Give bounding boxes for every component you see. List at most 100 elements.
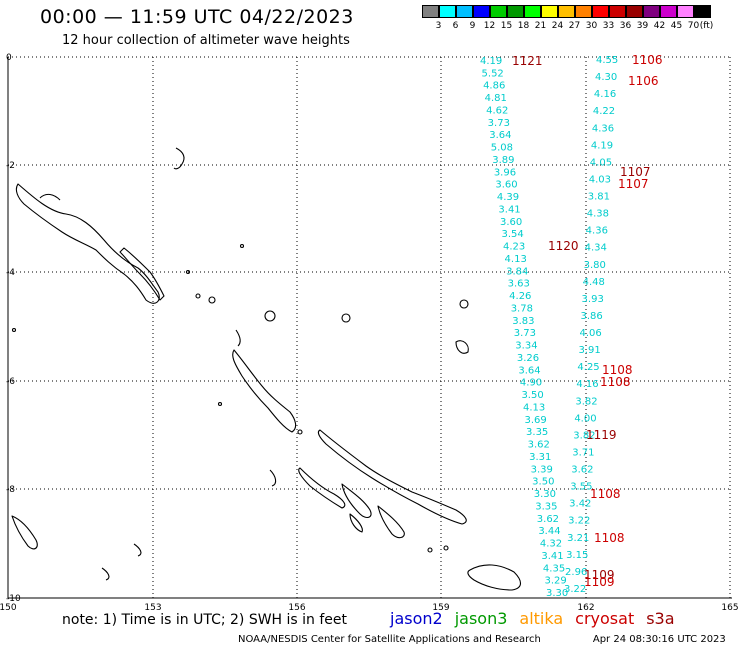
legend-label: 6 <box>452 21 459 31</box>
footer-agency: NOAA/NESDIS Center for Satellite Applica… <box>238 634 541 645</box>
wave-height-value: 4.86 <box>483 81 505 92</box>
wave-height-value: 4.62 <box>486 105 508 116</box>
wave-height-value: 3.55 <box>570 482 592 493</box>
wave-height-value: 3.64 <box>489 130 511 141</box>
wave-height-value: 3.73 <box>488 118 510 129</box>
wave-height-value: 3.50 <box>532 477 554 488</box>
x-tick-labels: 150 153 156 159 162 165 <box>0 603 739 613</box>
wave-height-value: 4.23 <box>503 242 525 253</box>
wave-height-value: 4.05 <box>590 157 612 168</box>
legend-label: 3 <box>435 21 442 31</box>
wave-height-value: 4.13 <box>505 254 527 265</box>
legend-label: 27 <box>568 21 581 31</box>
track-id-label: 1109 <box>584 575 615 589</box>
units-note: note: 1) Time is in UTC; 2) SWH is in fe… <box>62 612 348 628</box>
wave-height-value: 3.73 <box>514 328 536 339</box>
wave-height-value: 3.35 <box>535 501 557 512</box>
wave-height-value: 3.30 <box>534 489 556 500</box>
satellite-name: jason2 <box>390 609 443 628</box>
wave-height-value: 5.52 <box>482 68 504 79</box>
wave-height-value: 3.84 <box>506 266 528 277</box>
wave-height-value: 3.30 <box>546 588 568 599</box>
wave-height-value: 4.32 <box>540 539 562 550</box>
wave-height-value: 3.35 <box>526 427 548 438</box>
legend-label: 9 <box>469 21 476 31</box>
legend-swatch <box>694 5 711 18</box>
footer: NOAA/NESDIS Center for Satellite Applica… <box>238 634 726 645</box>
wave-height-value: 4.19 <box>480 56 502 67</box>
wave-height-value: 3.60 <box>500 217 522 228</box>
x-tick-label: 150 <box>0 603 17 613</box>
wave-height-value: 4.16 <box>576 379 598 390</box>
track-id-label: 1108 <box>590 487 621 501</box>
track-id-label: 1106 <box>632 53 663 67</box>
legend-label: 42 <box>653 21 666 31</box>
wave-height-value: 4.26 <box>509 291 531 302</box>
legend-label: 39 <box>636 21 649 31</box>
wave-height-value: 4.19 <box>591 140 613 151</box>
wave-height-value: 4.16 <box>594 89 616 100</box>
legend-label: 21 <box>534 21 547 31</box>
wave-height-value: 5.08 <box>491 143 513 154</box>
legend-swatch <box>660 5 677 18</box>
wave-height-value: 3.26 <box>517 353 539 364</box>
wave-height-value: 3.78 <box>511 303 533 314</box>
wave-height-value: 3.69 <box>525 415 547 426</box>
satellite-name: s3a <box>646 609 675 628</box>
legend-swatch <box>490 5 507 18</box>
wave-height-value: 3.96 <box>494 167 516 178</box>
wave-height-value: 4.22 <box>593 106 615 117</box>
legend-swatch <box>558 5 575 18</box>
wave-height-value: 3.80 <box>584 260 606 271</box>
y-tick-label: -4 <box>6 268 15 278</box>
legend-swatch <box>524 5 541 18</box>
wave-height-value: 3.86 <box>581 311 603 322</box>
legend-swatch <box>626 5 643 18</box>
wave-height-value: 3.60 <box>495 180 517 191</box>
color-legend <box>422 5 711 18</box>
wave-height-value: 3.82 <box>575 396 597 407</box>
wave-height-value: 3.62 <box>537 514 559 525</box>
wave-height-value: 3.54 <box>501 229 523 240</box>
wave-height-value: 3.22 <box>564 584 586 595</box>
wave-height-value: 4.36 <box>592 123 614 134</box>
page-subtitle: 12 hour collection of altimeter wave hei… <box>62 33 350 48</box>
wave-height-value: 3.50 <box>521 390 543 401</box>
track-id-label: 1119 <box>586 428 617 442</box>
page-title: 00:00 — 11:59 UTC 04/22/2023 <box>40 6 354 28</box>
wave-height-value: 3.29 <box>544 576 566 587</box>
legend-swatch <box>643 5 660 18</box>
legend-label: 18 <box>517 21 530 31</box>
satellite-legend: jason2 jason3 altika cryosat s3a <box>390 609 675 628</box>
wave-height-value: 4.81 <box>485 93 507 104</box>
legend-swatch <box>575 5 592 18</box>
wave-height-value: 3.64 <box>518 365 540 376</box>
coastlines <box>11 147 522 591</box>
y-tick-labels: 0 -2 -4 -6 -8 -10 <box>6 53 21 604</box>
track-id-label: 1106 <box>628 74 659 88</box>
legend-swatch <box>541 5 558 18</box>
track-id-label: 1107 <box>620 165 651 179</box>
satellite-name: altika <box>519 609 564 628</box>
track-id-label: 1108 <box>602 363 633 377</box>
wave-height-value: 3.34 <box>515 341 537 352</box>
wave-height-value: 3.15 <box>566 550 588 561</box>
wave-height-value: 4.34 <box>585 243 607 254</box>
x-tick-label: 156 <box>288 603 305 613</box>
wave-height-value: 4.48 <box>583 277 605 288</box>
wave-height-value: 3.41 <box>541 551 563 562</box>
wave-height-value: 3.44 <box>538 526 560 537</box>
wave-height-value: 3.62 <box>528 440 550 451</box>
wave-height-value: 3.81 <box>588 192 610 203</box>
legend-label: 30 <box>585 21 598 31</box>
wave-height-value: 3.21 <box>567 533 589 544</box>
wave-height-value: 4.55 <box>596 55 618 66</box>
wave-height-value: 3.22 <box>568 516 590 527</box>
legend-label: 15 <box>500 21 513 31</box>
y-tick-label: 0 <box>6 53 12 63</box>
map-frame <box>7 57 732 599</box>
legend-swatch <box>473 5 490 18</box>
legend-swatch <box>592 5 609 18</box>
x-tick-label: 153 <box>144 603 161 613</box>
track-id-labels: 1121 110611061107110711201108110811191108… <box>512 53 663 589</box>
